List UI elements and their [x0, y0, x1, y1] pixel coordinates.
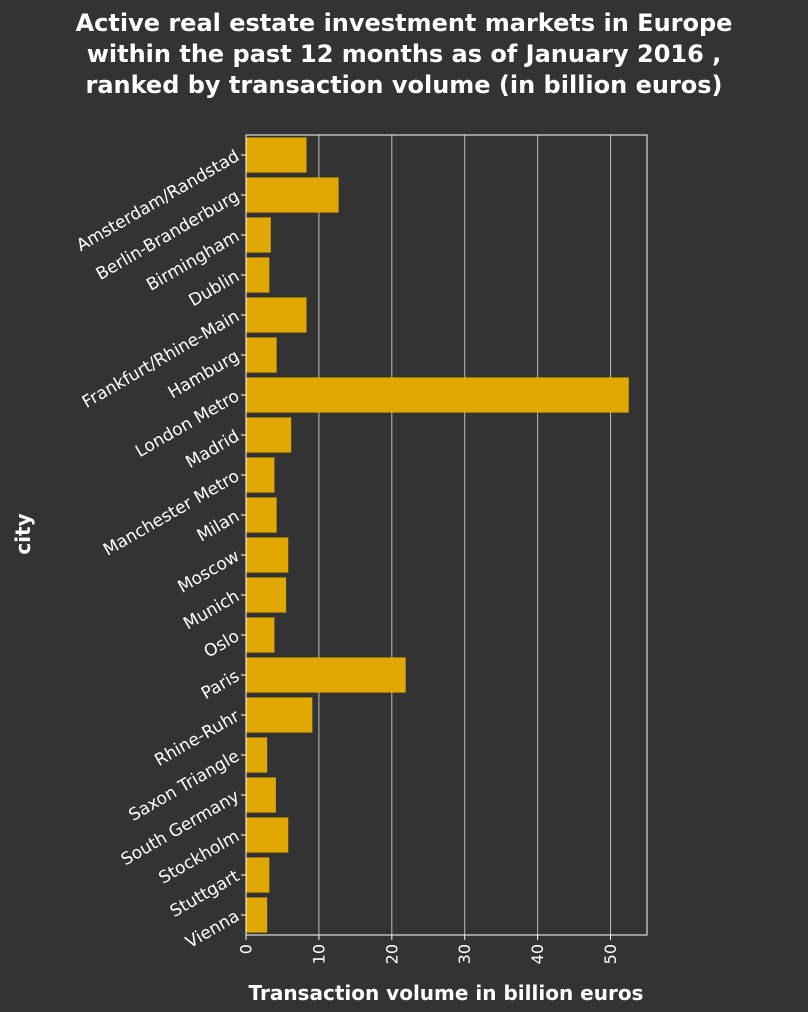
bar [246, 377, 629, 413]
grid-lines [318, 135, 612, 935]
bar [246, 457, 275, 493]
y-tick-label: Dublin [185, 266, 243, 311]
bar [246, 657, 406, 693]
x-tick-label: 0 [237, 944, 256, 954]
y-tick-label: Milan [194, 506, 243, 546]
bar [246, 697, 313, 733]
x-tick-label: 50 [601, 944, 620, 964]
bar [246, 577, 287, 613]
bar [246, 857, 270, 893]
x-tick-label: 20 [382, 944, 401, 964]
x-axis-label: Transaction volume in billion euros [249, 981, 644, 1005]
x-tick-label: 40 [528, 944, 547, 964]
bar [246, 817, 289, 853]
bar [246, 257, 270, 293]
plot-frame [245, 134, 648, 936]
y-axis-ticks: Amsterdam/RandstadBerlin-BranderburgBirm… [73, 146, 246, 953]
chart-title-text: Active real estate investment markets in… [75, 9, 733, 99]
bar [246, 177, 339, 213]
bar [246, 217, 271, 253]
y-tick-label: Oslo [201, 626, 243, 662]
bar [246, 897, 268, 933]
bar [246, 137, 307, 173]
y-axis-label: city [11, 513, 35, 554]
bar [246, 297, 307, 333]
bar [246, 777, 276, 813]
bars [246, 137, 629, 933]
x-tick-label: 10 [309, 944, 328, 964]
x-axis-ticks: 0 10 20 30 40 50 [237, 935, 620, 964]
bar [246, 617, 275, 653]
bar [246, 537, 289, 573]
bar [246, 497, 277, 533]
y-tick-label: Paris [198, 666, 243, 704]
bar [246, 737, 268, 773]
bar [246, 337, 277, 373]
x-tick-label: 30 [455, 944, 474, 964]
bar [246, 417, 292, 453]
chart-title: Active real estate investment markets in… [0, 8, 808, 101]
